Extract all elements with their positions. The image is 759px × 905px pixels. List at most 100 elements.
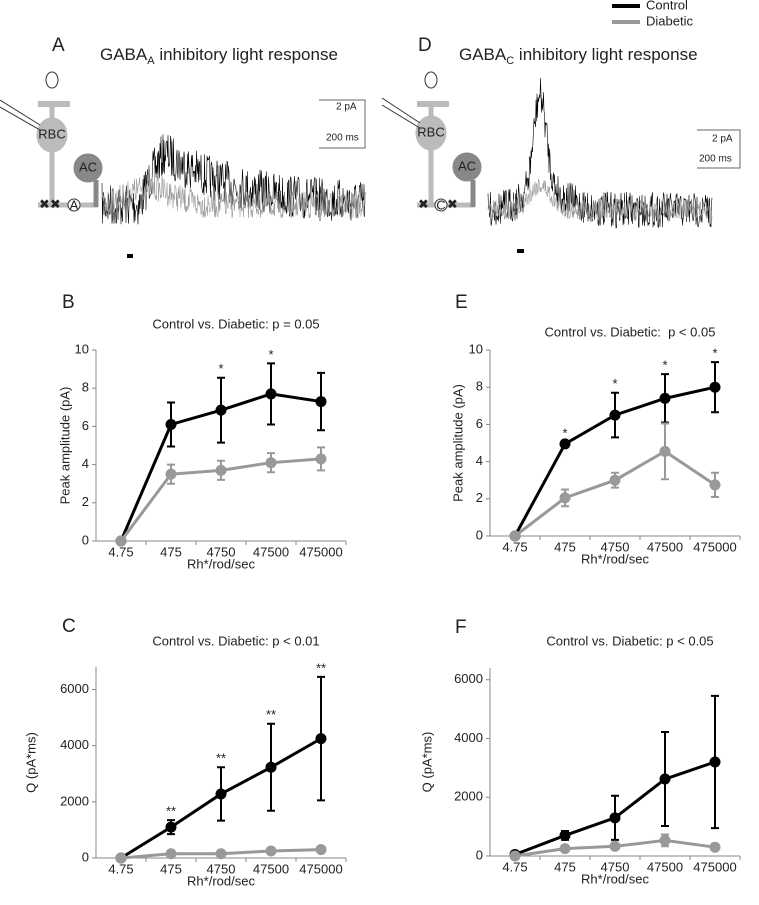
point xyxy=(659,834,671,846)
x-tick-label: 475 xyxy=(554,859,576,874)
scale-label: 2 pA xyxy=(712,134,733,145)
x-tick-label: 475 xyxy=(160,544,182,559)
point xyxy=(215,464,227,476)
y-tick-label: 0 xyxy=(82,849,89,864)
x-tick-label: 47500 xyxy=(253,861,289,876)
stimulus-bar xyxy=(127,254,133,258)
significance: ** xyxy=(166,804,176,819)
panel-label: F xyxy=(455,617,467,638)
point xyxy=(215,788,227,800)
point xyxy=(559,829,571,841)
point xyxy=(709,479,721,491)
receptor-label: A xyxy=(70,197,79,212)
trace xyxy=(101,173,366,219)
panel-label: E xyxy=(455,292,468,313)
x-axis-label: Rh*/rod/sec xyxy=(187,556,255,571)
y-tick-label: 4000 xyxy=(454,730,483,745)
point xyxy=(709,841,721,853)
x-tick-label: 47500 xyxy=(253,544,289,559)
point xyxy=(509,530,521,542)
point xyxy=(315,396,327,408)
svg-text:✖: ✖ xyxy=(418,196,429,211)
x-tick-label: 47500 xyxy=(647,539,683,554)
legend-label: Control xyxy=(646,0,688,12)
x-tick-label: 475000 xyxy=(693,539,736,554)
stimulus-bar xyxy=(517,249,524,253)
cell-label: AC xyxy=(458,158,476,173)
point xyxy=(559,492,571,504)
point xyxy=(659,445,671,457)
significance: ** xyxy=(216,751,226,766)
scale-bar xyxy=(319,99,366,149)
point xyxy=(215,848,227,860)
title-text: inhibitory light response xyxy=(514,45,697,64)
y-tick-label: 4 xyxy=(82,456,89,471)
panel-label: A xyxy=(52,35,65,56)
point xyxy=(315,844,327,856)
receptor-label: C xyxy=(436,197,445,212)
y-tick-label: 2000 xyxy=(454,789,483,804)
chart-title: Control vs. Diabetic: p < 0.05 xyxy=(546,633,713,648)
y-tick-label: 6 xyxy=(476,416,483,431)
cell-label: AC xyxy=(79,159,97,174)
y-tick-label: 2000 xyxy=(60,793,89,808)
x-tick-label: 4.75 xyxy=(108,861,133,876)
chart-title: Control vs. Diabetic: p = 0.05 xyxy=(152,316,319,331)
legend: Control Diabetic xyxy=(612,0,693,28)
charts: B Control vs. Diabetic: p = 0.05 Rh*/rod/s… xyxy=(23,292,741,888)
x-tick-label: 475 xyxy=(160,861,182,876)
title-text: GABA xyxy=(100,45,148,64)
x-tick-label: 4.75 xyxy=(502,539,527,554)
y-axis-label: Q (pA*ms) xyxy=(23,732,38,793)
x-tick-label: 4750 xyxy=(207,544,236,559)
scale-bar xyxy=(697,129,741,169)
panel-label: B xyxy=(62,292,75,313)
point xyxy=(659,773,671,785)
point xyxy=(165,418,177,430)
x-tick-label: 4.75 xyxy=(108,544,133,559)
title-text: GABA xyxy=(459,45,507,64)
point xyxy=(709,756,721,768)
x-axis-label: Rh*/rod/sec xyxy=(581,871,649,886)
panel-title: GABAC inhibitory light response xyxy=(459,45,698,66)
x-tick-label: 4750 xyxy=(601,859,630,874)
point xyxy=(215,404,227,416)
point xyxy=(115,852,127,864)
trace xyxy=(487,77,713,229)
y-tick-label: 8 xyxy=(476,379,483,394)
point xyxy=(709,381,721,393)
x-tick-label: 47500 xyxy=(647,859,683,874)
y-tick-label: 0 xyxy=(82,532,89,547)
x-tick-label: 4750 xyxy=(601,539,630,554)
cell-label: RBC xyxy=(417,124,444,139)
y-tick-label: 2 xyxy=(476,490,483,505)
trace xyxy=(487,178,713,221)
y-tick-label: 4000 xyxy=(60,737,89,752)
point xyxy=(315,453,327,465)
significance: ** xyxy=(316,660,326,675)
point xyxy=(559,843,571,855)
point xyxy=(559,438,571,450)
point xyxy=(265,457,277,469)
significance: * xyxy=(562,426,567,441)
significance: * xyxy=(268,347,273,362)
significance: ** xyxy=(266,707,276,722)
point xyxy=(265,388,277,400)
trace-group xyxy=(101,134,366,225)
svg-text:✖✖: ✖✖ xyxy=(39,196,61,211)
x-tick-label: 475000 xyxy=(299,544,342,559)
panel-label: D xyxy=(418,35,432,56)
significance: * xyxy=(662,358,667,373)
y-axis-label: Q (pA*ms) xyxy=(419,732,434,793)
title-text: inhibitory light response xyxy=(155,45,338,64)
y-tick-label: 10 xyxy=(469,341,483,356)
point xyxy=(265,845,277,857)
point xyxy=(609,474,621,486)
y-tick-label: 4 xyxy=(476,453,483,468)
x-axis-label: Rh*/rod/sec xyxy=(187,873,255,888)
point xyxy=(265,761,277,773)
scale-label: 2 pA xyxy=(336,102,357,113)
significance: * xyxy=(712,346,717,361)
panel-label: C xyxy=(62,616,76,637)
